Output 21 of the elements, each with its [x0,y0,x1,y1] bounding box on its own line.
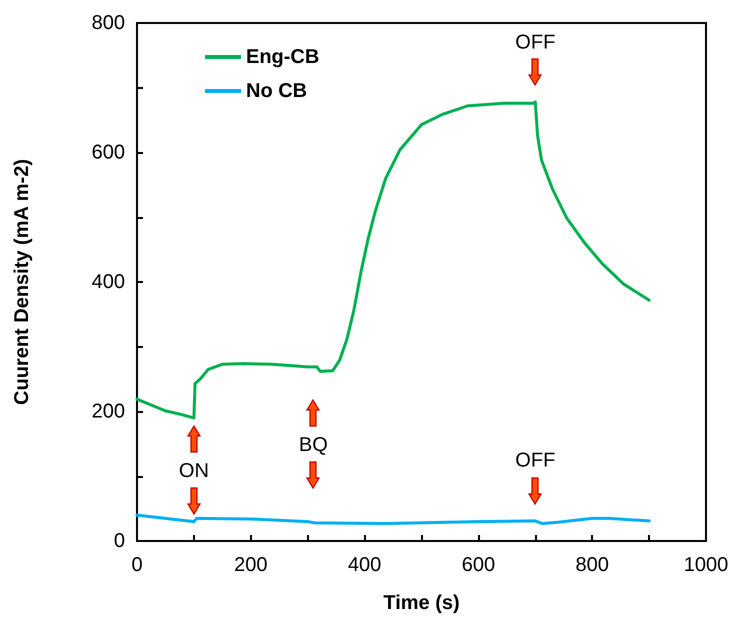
x-tick-label: 0 [131,554,143,576]
legend-label: No CB [246,80,308,102]
annotation: ON [178,460,209,482]
x-tick-label: 1000 [684,554,728,576]
x-tick-label: 600 [462,554,496,576]
annotation: OFF [515,450,556,472]
y-tick-label: 600 [92,142,125,164]
y-axis-title: Cuurent Density (mA m-2) [11,159,33,405]
legend-label: Eng-CB [246,46,320,68]
x-tick-label: 400 [348,554,382,576]
annotation: BQ [298,434,328,456]
x-tick-label: 200 [234,554,268,576]
x-axis-title: Time (s) [383,592,460,614]
line-series [136,100,651,420]
y-tick-label: 400 [92,271,125,293]
y-tick-label: 800 [92,12,125,34]
x-tick-label: 800 [576,554,609,576]
line-series [136,514,651,526]
annotation: OFF [515,31,556,54]
y-tick-label: 0 [114,530,125,552]
y-tick-label: 200 [92,400,125,422]
